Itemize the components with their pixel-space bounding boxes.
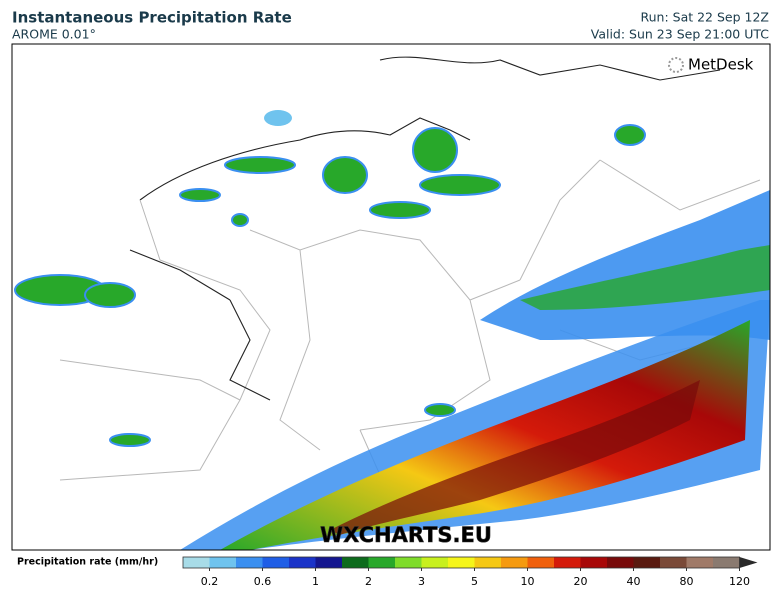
colorbar-tick-label: 120 [729, 575, 750, 588]
valid-time: Valid: Sun 23 Sep 21:00 UTC [591, 27, 770, 42]
colorbar-swatch [448, 557, 475, 568]
rain-cells [14, 124, 646, 447]
logo: MetDesk [688, 56, 754, 74]
colorbar-tick-label: 0.6 [254, 575, 272, 588]
colorbar-swatch [342, 557, 369, 568]
colorbar-swatch [315, 557, 343, 568]
colorbar-swatch [554, 557, 581, 568]
colorbar-swatch [183, 557, 210, 568]
colorbar-swatch [527, 557, 555, 568]
colorbar-swatch [607, 557, 634, 568]
rain-area [520, 245, 770, 310]
rain-cell [264, 110, 292, 126]
colorbar-swatch [395, 557, 422, 568]
colorbar-tick-label: 80 [680, 575, 694, 588]
colorbar: 0.2 0.6 1 2 3 5 10 20 40 80 120 [182, 556, 758, 588]
colorbar-tick-label: 1 [312, 575, 319, 588]
colorbar-swatch [660, 557, 687, 568]
model-label: AROME 0.01° [12, 27, 96, 42]
colorbar-label: Precipitation rate (mm/hr) [17, 557, 158, 568]
colorbar-tick-label: 5 [471, 575, 478, 588]
colorbar-swatch [209, 557, 237, 568]
run-time: Run: Sat 22 Sep 12Z [640, 10, 769, 25]
colorbar-swatch [501, 557, 528, 568]
colorbar-swatch [289, 557, 316, 568]
colorbar-swatch [713, 557, 740, 568]
rain-area [180, 300, 770, 550]
coastline [139, 56, 721, 201]
colorbar-tick-label: 40 [627, 575, 641, 588]
colorbar-swatch [236, 557, 263, 568]
colorbar-tick-label: 20 [574, 575, 588, 588]
title: Instantaneous Precipitation Rate [12, 9, 292, 27]
colorbar-swatch [633, 557, 661, 568]
colorbar-tick-label: 2 [365, 575, 372, 588]
colorbar-swatch [262, 557, 290, 568]
borders-dark [129, 249, 271, 401]
colorbar-swatch [421, 557, 449, 568]
colorbar-swatch [580, 557, 608, 568]
logo-icon [668, 57, 684, 73]
rain-core [330, 380, 700, 535]
colorbar-tick-label: 0.2 [201, 575, 219, 588]
colorbar-tick-label: 10 [521, 575, 535, 588]
map: WXCHARTS.EU MetDesk [12, 44, 770, 550]
colorbar-tick-label: 3 [418, 575, 425, 588]
colorbar-arrow [739, 557, 758, 568]
rain-core [220, 320, 750, 550]
watermark: WXCHARTS.EU [320, 523, 492, 547]
colorbar-frame [182, 556, 740, 569]
map-frame [11, 43, 771, 551]
colorbar-swatch [368, 557, 396, 568]
colorbar-swatch [686, 557, 714, 568]
colorbar-swatch [474, 557, 502, 568]
